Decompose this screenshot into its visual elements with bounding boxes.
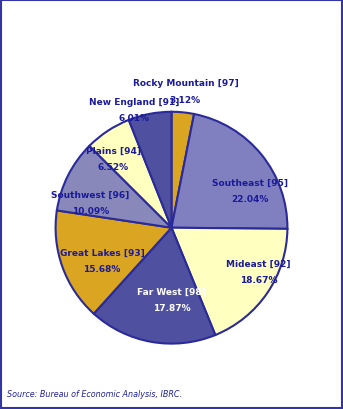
Text: 6.01%: 6.01% xyxy=(119,114,150,123)
Wedge shape xyxy=(57,146,172,228)
Text: 15.68%: 15.68% xyxy=(83,264,121,273)
Wedge shape xyxy=(172,228,287,335)
Text: 10.09%: 10.09% xyxy=(72,206,109,215)
Text: 3.12%: 3.12% xyxy=(170,95,201,104)
Text: 18.67%: 18.67% xyxy=(240,276,277,285)
Wedge shape xyxy=(129,112,172,228)
Text: The Great Lakes region remains fourth largest: The Great Lakes region remains fourth la… xyxy=(5,37,314,50)
Text: Far West [98]: Far West [98] xyxy=(137,287,206,296)
Text: Rocky Mountain [97]: Rocky Mountain [97] xyxy=(132,79,238,88)
Text: 6.52%: 6.52% xyxy=(98,162,129,171)
Text: Southeast [95]: Southeast [95] xyxy=(212,179,288,188)
Wedge shape xyxy=(172,112,194,228)
Text: 22.04%: 22.04% xyxy=(232,195,269,204)
Text: 17.87%: 17.87% xyxy=(153,303,190,312)
Text: Source: Bureau of Economic Analysis, IBRC.: Source: Bureau of Economic Analysis, IBR… xyxy=(7,389,182,398)
Wedge shape xyxy=(94,228,215,344)
Text: Southwest [96]: Southwest [96] xyxy=(51,190,130,199)
Text: Mideast [92]: Mideast [92] xyxy=(226,259,291,268)
Text: New England [91]: New England [91] xyxy=(89,98,180,107)
Wedge shape xyxy=(90,121,172,228)
Wedge shape xyxy=(172,115,287,229)
Text: Plains [94]: Plains [94] xyxy=(86,146,141,155)
Wedge shape xyxy=(56,211,172,314)
Text: Great Lakes [93]: Great Lakes [93] xyxy=(60,248,144,257)
Text: Figure 3: Regional Shares of Total U.S. Personal Income: Figure 3: Regional Shares of Total U.S. … xyxy=(5,10,343,20)
